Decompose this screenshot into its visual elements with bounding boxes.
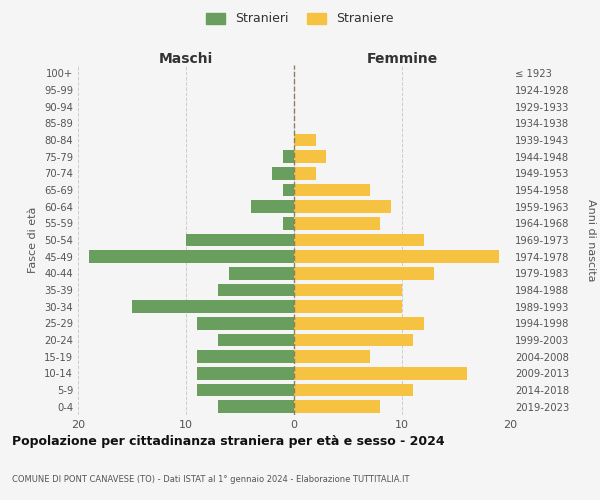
Bar xyxy=(294,217,380,230)
Text: Maschi: Maschi xyxy=(159,52,213,66)
Bar xyxy=(294,267,434,280)
Text: COMUNE DI PONT CANAVESE (TO) - Dati ISTAT al 1° gennaio 2024 - Elaborazione TUTT: COMUNE DI PONT CANAVESE (TO) - Dati ISTA… xyxy=(12,475,409,484)
Bar xyxy=(272,167,294,179)
Text: Popolazione per cittadinanza straniera per età e sesso - 2024: Popolazione per cittadinanza straniera p… xyxy=(12,435,445,448)
Bar xyxy=(132,300,294,313)
Bar xyxy=(197,384,294,396)
Bar xyxy=(89,250,294,263)
Bar xyxy=(294,250,499,263)
Bar xyxy=(294,300,402,313)
Bar xyxy=(294,367,467,380)
Bar xyxy=(229,267,294,280)
Y-axis label: Fasce di età: Fasce di età xyxy=(28,207,38,273)
Bar xyxy=(294,200,391,213)
Legend: Stranieri, Straniere: Stranieri, Straniere xyxy=(203,8,397,29)
Bar xyxy=(294,284,402,296)
Bar xyxy=(283,217,294,230)
Bar xyxy=(294,134,316,146)
Bar xyxy=(294,317,424,330)
Bar xyxy=(294,350,370,363)
Y-axis label: Anni di nascita: Anni di nascita xyxy=(586,198,596,281)
Bar xyxy=(294,150,326,163)
Bar xyxy=(218,284,294,296)
Text: Femmine: Femmine xyxy=(367,52,437,66)
Bar xyxy=(294,167,316,179)
Bar xyxy=(283,184,294,196)
Bar xyxy=(197,367,294,380)
Bar xyxy=(197,317,294,330)
Bar xyxy=(294,184,370,196)
Bar xyxy=(294,384,413,396)
Bar xyxy=(294,400,380,413)
Bar xyxy=(283,150,294,163)
Bar xyxy=(294,334,413,346)
Bar xyxy=(218,400,294,413)
Bar xyxy=(294,234,424,246)
Bar xyxy=(251,200,294,213)
Bar xyxy=(197,350,294,363)
Bar xyxy=(218,334,294,346)
Bar xyxy=(186,234,294,246)
